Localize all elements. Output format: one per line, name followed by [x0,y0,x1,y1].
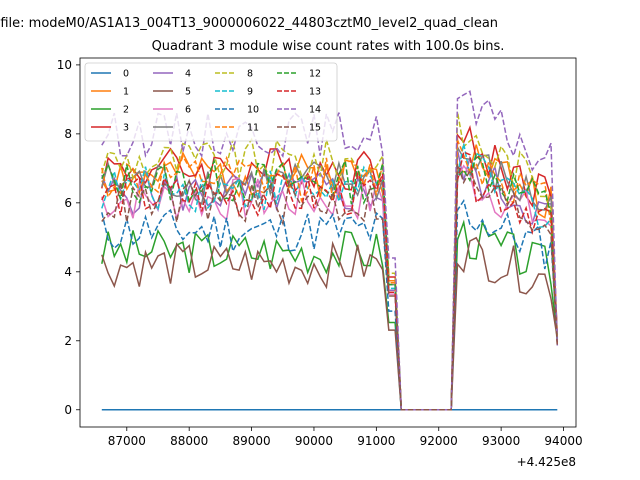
chart-file-title: n file: modeM0/AS1A13_004T13_9000006022_… [0,16,498,31]
legend-label-6: 6 [185,105,191,116]
series-line-5 [101,236,559,411]
legend-label-12: 12 [309,69,321,80]
x-tick-label: 91000 [357,434,395,448]
legend-label-15: 15 [309,123,321,134]
x-tick-label: 88000 [170,434,208,448]
y-tick-label: 0 [64,403,72,417]
y-tick-label: 10 [57,58,72,72]
series-line-3 [101,124,559,411]
legend-label-0: 0 [123,69,129,80]
series-line-8 [101,111,559,411]
legend-label-13: 13 [309,87,321,98]
series-line-13 [101,150,559,411]
legend-label-2: 2 [123,105,129,116]
y-tick-label: 6 [64,196,72,210]
y-tick-label: 2 [64,334,72,348]
legend-label-3: 3 [123,123,129,134]
legend-label-11: 11 [247,123,259,134]
legend-label-14: 14 [309,105,321,116]
legend-label-1: 1 [123,87,129,98]
x-tick-label: 87000 [108,434,146,448]
x-offset-label: +4.425e8 [517,455,576,469]
x-tick-label: 90000 [295,434,333,448]
legend-label-4: 4 [185,69,191,80]
series-line-15 [101,163,559,411]
chart-title: Quadrant 3 module wise count rates with … [152,39,505,54]
series-line-10 [101,198,559,411]
legend-label-10: 10 [247,105,259,116]
legend-label-8: 8 [247,69,253,80]
series-layer [101,90,559,411]
x-axis: 87000 88000 89000 90000 91000 92000 93000 94000 [108,427,583,448]
x-tick-label: 89000 [232,434,270,448]
legend-label-9: 9 [247,87,253,98]
series-line-14 [101,90,559,411]
series-line-2 [101,219,559,411]
series-line-9 [101,143,559,411]
series-line-11 [101,139,559,411]
series-line-12 [101,153,559,411]
legend-box [84,62,338,142]
x-tick-label: 94000 [544,434,582,448]
y-axis: 0 2 4 6 8 10 [57,58,80,417]
x-tick-label: 92000 [420,434,458,448]
y-tick-label: 8 [64,127,72,141]
y-tick-label: 4 [64,265,72,279]
x-tick-label: 93000 [482,434,520,448]
legend-label-7: 7 [185,123,191,134]
axes-frame [79,57,577,428]
legend-label-5: 5 [185,87,191,98]
